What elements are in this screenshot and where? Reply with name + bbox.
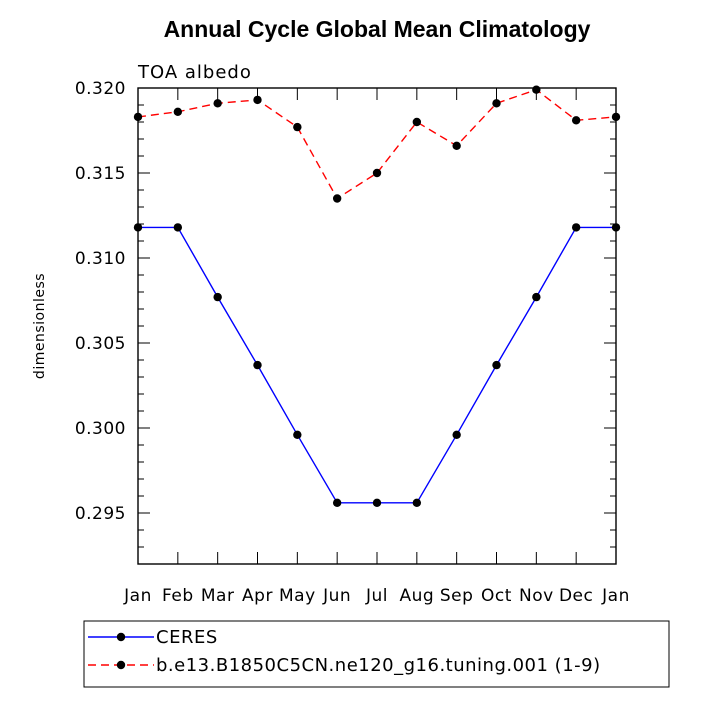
data-point — [213, 292, 222, 302]
legend-label-1: CERES — [156, 627, 218, 648]
x-tick-label: Sep — [440, 586, 474, 606]
x-tick-label: Nov — [519, 586, 554, 606]
x-tick-label: Aug — [399, 586, 434, 606]
data-point — [532, 292, 541, 302]
data-point — [372, 168, 382, 178]
x-tick-label: Apr — [242, 586, 273, 606]
y-tick-label: 0.305 — [75, 334, 126, 354]
series-layer — [133, 85, 621, 507]
chart-subtitle: TOA albedo — [137, 62, 252, 83]
y-tick-label: 0.315 — [75, 164, 126, 184]
data-point — [133, 223, 143, 232]
legend-marker-2 — [116, 660, 126, 670]
data-point — [452, 141, 461, 150]
axes-layer: 0.295 0.300 0.305 0.310 0.315 0.320 Jan Feb Mar A… — [75, 79, 630, 606]
x-tick-label: Jun — [322, 586, 351, 606]
data-point — [611, 112, 621, 122]
series-line — [137, 88, 617, 200]
series-2 — [133, 85, 621, 203]
data-point — [332, 498, 342, 507]
legend-label-2: b.e13.B1850C5CN.ne120_g16.tuning.001 (1-… — [156, 655, 601, 676]
series-1 — [133, 223, 621, 507]
data-point — [293, 430, 302, 439]
data-point — [492, 99, 501, 108]
data-point — [173, 223, 183, 232]
data-point — [611, 223, 621, 232]
data-point — [133, 112, 143, 122]
x-tick-label: May — [279, 586, 316, 606]
data-point — [293, 122, 302, 132]
x-tick-label: Feb — [162, 586, 194, 606]
x-tick-label: Jan — [123, 586, 152, 606]
data-point — [253, 95, 262, 105]
y-axis-label: dimensionless — [32, 273, 48, 379]
legend-marker-1 — [116, 632, 126, 642]
x-tick-label: Mar — [201, 586, 235, 606]
x-tick-label: Jan — [601, 586, 630, 606]
series-line — [138, 226, 616, 504]
y-tick-label: 0.300 — [75, 419, 126, 439]
y-tick-label: 0.295 — [75, 504, 126, 524]
chart-title: Annual Cycle Global Mean Climatology — [164, 16, 591, 42]
x-tick-label: Jul — [365, 586, 388, 606]
data-point — [372, 498, 382, 507]
plot-frame — [137, 87, 617, 565]
data-point — [571, 116, 581, 125]
data-point — [332, 194, 342, 203]
x-tick-label: Oct — [481, 586, 512, 606]
data-point — [213, 99, 222, 108]
x-tick-label: Dec — [559, 586, 593, 606]
data-point — [412, 117, 422, 127]
data-point — [492, 360, 501, 370]
legend: CERES b.e13.B1850C5CN.ne120_g16.tuning.00… — [83, 620, 670, 688]
y-tick-label: 0.310 — [75, 249, 126, 269]
data-point — [452, 430, 461, 439]
y-tick-label: 0.320 — [75, 79, 126, 99]
data-point — [253, 360, 262, 370]
data-point — [173, 107, 183, 117]
data-point — [412, 498, 422, 507]
legend-box — [83, 620, 670, 688]
data-point — [571, 223, 581, 232]
data-point — [532, 85, 541, 94]
